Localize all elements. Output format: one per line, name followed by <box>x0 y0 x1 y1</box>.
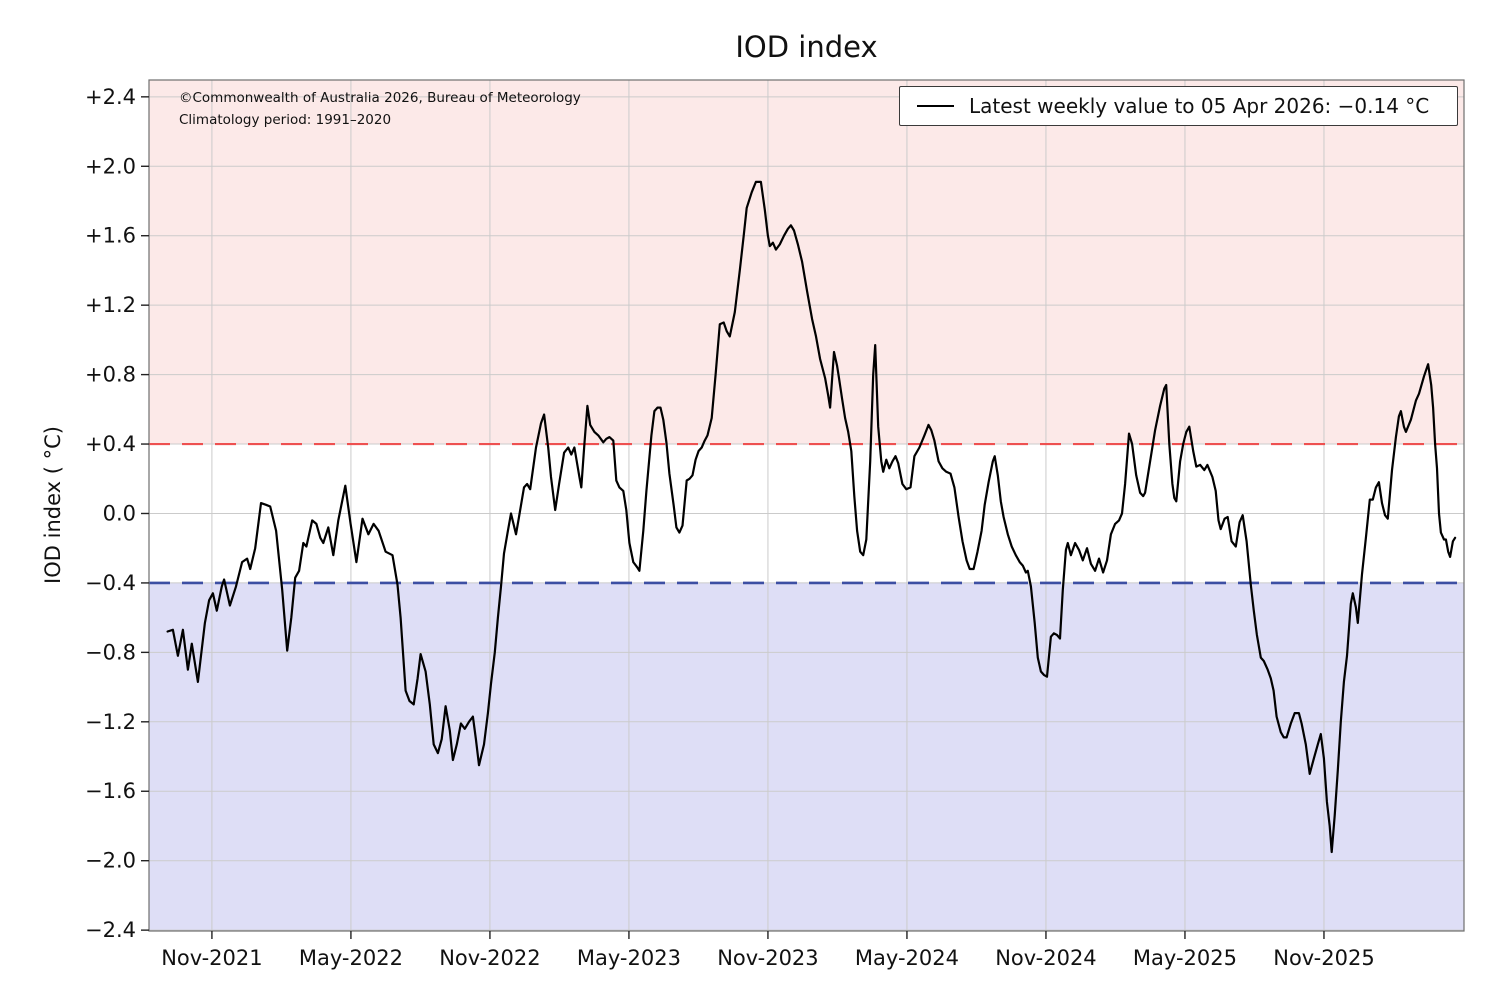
y-tick-label: −1.2 <box>85 710 136 734</box>
iod-series-line <box>166 180 1457 854</box>
x-tick-label: Nov-2023 <box>717 946 818 970</box>
y-tick-label: −2.4 <box>85 918 136 942</box>
y-tick-label: −1.6 <box>85 779 136 803</box>
legend-label: Latest weekly value to 05 Apr 2026: −0.1… <box>969 94 1430 118</box>
y-tick-label: +2.0 <box>85 154 136 178</box>
copyright-line-1: ©Commonwealth of Australia 2026, Bureau … <box>179 90 581 106</box>
y-tick-label: +0.4 <box>85 432 136 456</box>
legend: Latest weekly value to 05 Apr 2026: −0.1… <box>899 86 1458 126</box>
x-tick-label: Nov-2025 <box>1273 946 1374 970</box>
x-tick-label: May-2022 <box>299 946 403 970</box>
y-tick-label: 0.0 <box>103 501 136 525</box>
copyright-line-2: Climatology period: 1991–2020 <box>179 111 392 128</box>
y-tick-label: +2.4 <box>85 85 136 109</box>
y-tick-label: −2.0 <box>85 849 136 873</box>
x-tick-label: May-2024 <box>855 946 959 970</box>
copyright-note: ©Commonwealth of Australia 2026, Bureau … <box>179 88 581 131</box>
y-tick-label: −0.4 <box>85 571 136 595</box>
x-tick-label: Nov-2024 <box>995 946 1096 970</box>
legend-line-sample-icon <box>917 105 954 107</box>
x-tick-label: Nov-2021 <box>161 946 262 970</box>
plot-border <box>148 79 1465 932</box>
y-tick-label: +0.8 <box>85 363 136 387</box>
y-axis-label: IOD index ( °C) <box>41 426 65 584</box>
x-tick-label: May-2023 <box>577 946 681 970</box>
x-tick-label: May-2025 <box>1133 946 1237 970</box>
chart-title: IOD index <box>735 30 878 64</box>
x-tick-label: Nov-2022 <box>439 946 540 970</box>
y-tick-label: +1.6 <box>85 224 136 248</box>
y-tick-label: +1.2 <box>85 293 136 317</box>
negative-iod-band <box>149 582 1464 931</box>
positive-iod-band <box>149 80 1464 445</box>
y-tick-label: −0.8 <box>85 640 136 664</box>
